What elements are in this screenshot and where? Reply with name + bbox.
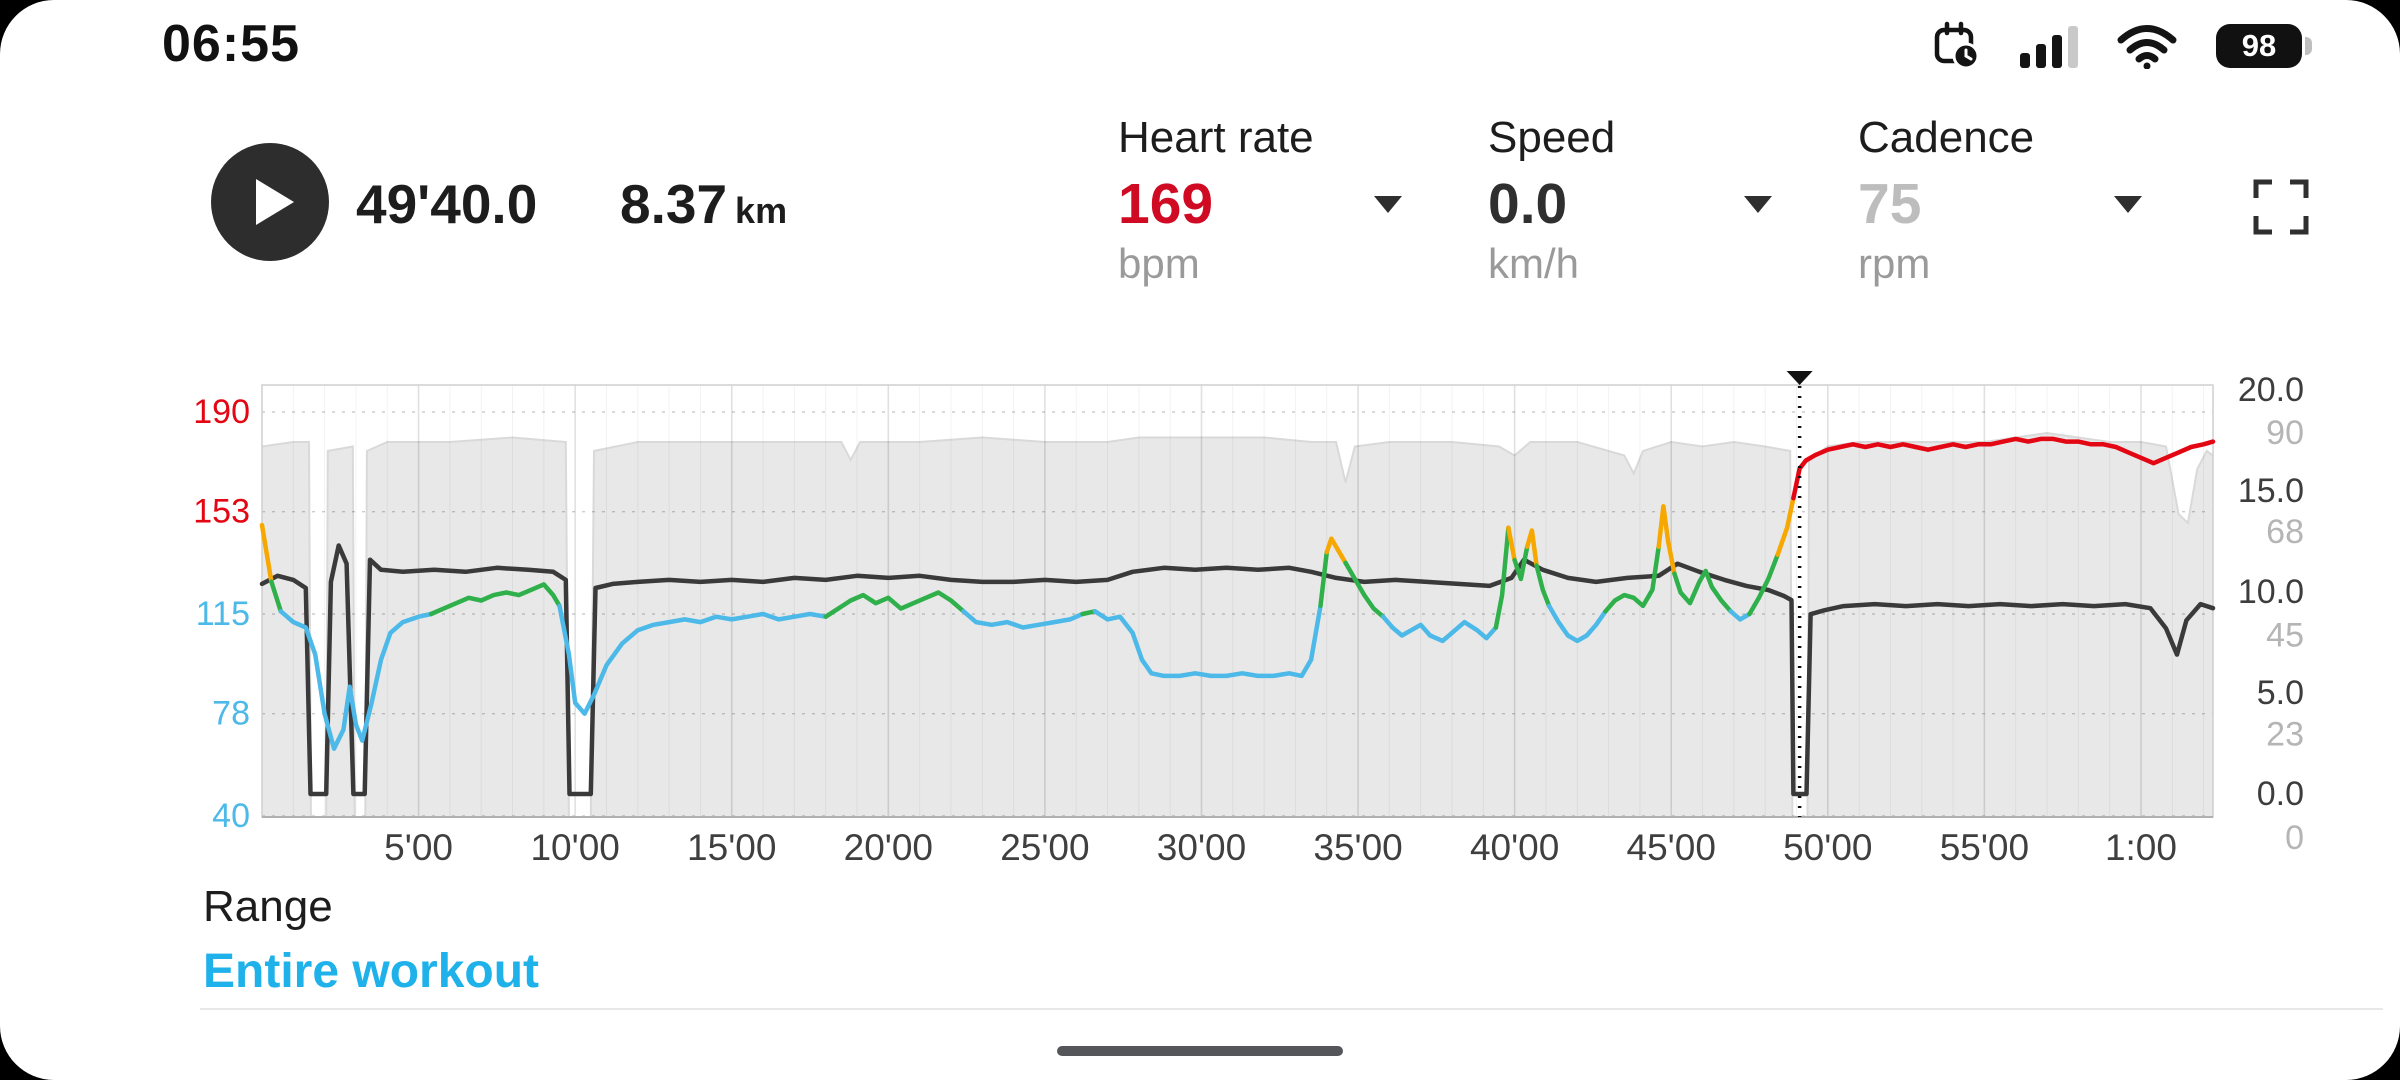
metric-unit: rpm	[1858, 240, 1931, 287]
svg-text:1:00: 1:00	[2105, 827, 2177, 868]
expand-icon	[2253, 179, 2309, 235]
metric-value: 169	[1118, 172, 1214, 236]
svg-text:0.0: 0.0	[2257, 775, 2304, 813]
metric-selector-cadence[interactable]: Cadence 75 rpm	[1858, 112, 2148, 288]
chart-gridlines	[261, 384, 2214, 818]
chevron-down-icon[interactable]	[1744, 195, 1772, 213]
wifi-icon	[2117, 25, 2177, 69]
svg-text:50'00: 50'00	[1783, 827, 1872, 868]
cellular-signal-icon	[2020, 24, 2078, 68]
distance-unit: km	[735, 190, 788, 231]
chevron-down-icon[interactable]	[2114, 195, 2142, 213]
metric-value: 0.0	[1488, 172, 1568, 236]
heart-rate-line	[259, 436, 2216, 751]
distance-value: 8.37	[620, 173, 728, 235]
svg-text:153: 153	[193, 493, 250, 531]
metric-unit: km/h	[1488, 240, 1580, 287]
metric-label: Speed	[1488, 113, 1616, 162]
expand-chart-button[interactable]	[2248, 174, 2314, 240]
cadence-area	[261, 431, 2214, 818]
svg-text:15'00: 15'00	[687, 827, 776, 868]
svg-text:40'00: 40'00	[1470, 827, 1559, 868]
divider	[200, 1008, 2383, 1010]
svg-text:40: 40	[212, 797, 250, 835]
battery-indicator: 98	[2216, 24, 2312, 68]
svg-text:55'00: 55'00	[1940, 827, 2029, 868]
play-icon	[256, 179, 294, 225]
speed-axis: 20.0 15.0 10.0 5.0 0.0	[2238, 371, 2304, 813]
svg-text:10.0: 10.0	[2238, 573, 2304, 611]
workout-duration: 49'40.0	[356, 173, 538, 235]
metric-label: Heart rate	[1118, 113, 1314, 162]
metric-selector-heart-rate[interactable]: Heart rate 169 bpm	[1118, 112, 1408, 288]
svg-text:68: 68	[2266, 513, 2304, 551]
metric-unit: bpm	[1118, 240, 1200, 287]
range-label: Range	[203, 882, 333, 931]
speed-line	[259, 543, 2216, 797]
svg-text:0: 0	[2285, 819, 2304, 857]
workout-chart[interactable]: 190 153 115 78 40 20.0 15.0 10.0 5.0 0.0 90 68 45 23 0…	[0, 370, 2400, 880]
svg-text:90: 90	[2266, 414, 2304, 452]
metric-value: 75	[1858, 172, 1922, 236]
svg-text:30'00: 30'00	[1157, 827, 1246, 868]
range-selector[interactable]: Entire workout	[203, 945, 540, 998]
svg-text:5'00: 5'00	[384, 827, 453, 868]
time-axis: 5'00 10'00 15'00 20'00 25'00 30'00 35'00 40'00 4…	[384, 827, 2177, 868]
svg-text:115: 115	[196, 595, 250, 633]
play-button[interactable]	[211, 143, 329, 261]
battery-percent: 98	[2241, 28, 2277, 63]
workout-distance: 8.37 km	[620, 172, 787, 236]
svg-text:45'00: 45'00	[1627, 827, 1716, 868]
chevron-down-icon[interactable]	[1374, 195, 1402, 213]
metric-selector-speed[interactable]: Speed 0.0 km/h	[1488, 112, 1778, 288]
svg-text:23: 23	[2266, 716, 2304, 754]
svg-text:25'00: 25'00	[1000, 827, 1089, 868]
svg-text:35'00: 35'00	[1313, 827, 1402, 868]
svg-text:15.0: 15.0	[2238, 472, 2304, 510]
chart-area: 190 153 115 78 40 20.0 15.0 10.0 5.0 0.0 90 68 45 23 0…	[0, 370, 2400, 880]
svg-text:20.0: 20.0	[2238, 371, 2304, 409]
svg-text:45: 45	[2266, 617, 2304, 655]
status-time: 06:55	[162, 15, 300, 73]
home-indicator[interactable]	[1057, 1046, 1343, 1056]
cadence-axis: 90 68 45 23 0	[2266, 414, 2304, 857]
metric-label: Cadence	[1858, 113, 2035, 162]
hr-axis: 190 153 115 78 40	[193, 393, 250, 835]
svg-text:78: 78	[212, 695, 250, 733]
svg-text:20'00: 20'00	[844, 827, 933, 868]
status-icons: 98	[1932, 20, 2312, 72]
svg-text:5.0: 5.0	[2257, 674, 2304, 712]
calendar-clock-icon	[1934, 21, 1980, 70]
svg-text:190: 190	[193, 393, 250, 431]
svg-text:10'00: 10'00	[530, 827, 619, 868]
chart-cursor[interactable]	[1786, 371, 1813, 817]
